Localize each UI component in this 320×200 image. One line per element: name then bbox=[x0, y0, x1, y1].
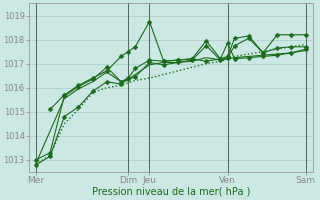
X-axis label: Pression niveau de la mer( hPa ): Pression niveau de la mer( hPa ) bbox=[92, 187, 250, 197]
